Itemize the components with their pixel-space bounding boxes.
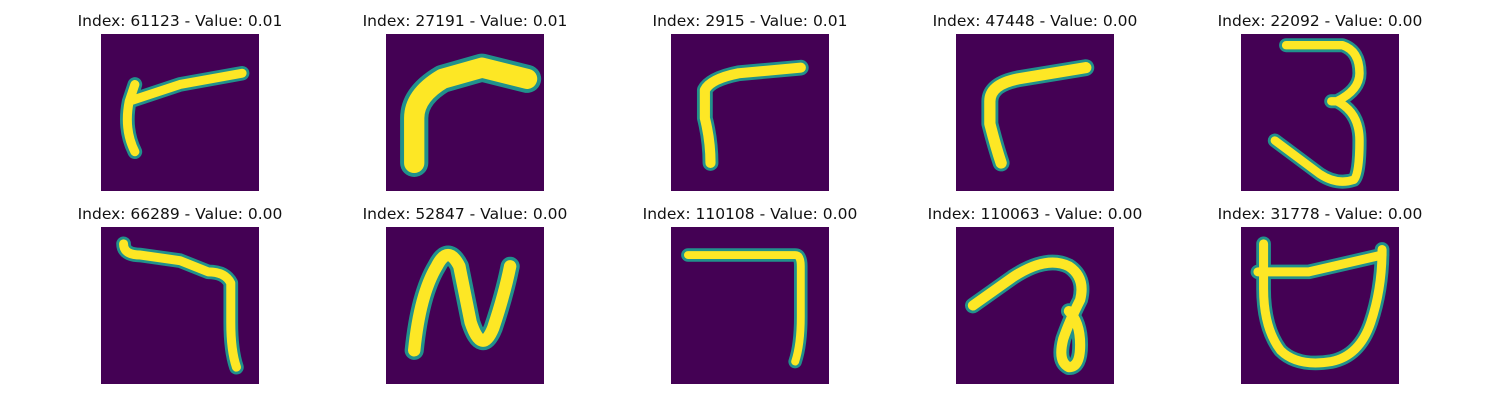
- panel-110108: Index: 110108 - Value: 0.00: [640, 204, 860, 384]
- panel-22092: Index: 22092 - Value: 0.00: [1210, 11, 1430, 191]
- panel-title: Index: 2915 - Value: 0.01: [652, 12, 848, 30]
- digit-image: [386, 34, 544, 191]
- panel-title: Index: 61123 - Value: 0.01: [77, 12, 283, 30]
- panel-title: Index: 22092 - Value: 0.00: [1217, 12, 1423, 30]
- digit-image: [1241, 34, 1399, 191]
- panel-47448: Index: 47448 - Value: 0.00: [925, 11, 1145, 191]
- panel-2915: Index: 2915 - Value: 0.01: [640, 11, 860, 191]
- digit-image: [101, 34, 259, 191]
- panel-title: Index: 110063 - Value: 0.00: [927, 205, 1143, 223]
- panel-52847: Index: 52847 - Value: 0.00: [355, 204, 575, 384]
- panel-61123: Index: 61123 - Value: 0.01: [70, 11, 290, 191]
- panel-title: Index: 47448 - Value: 0.00: [932, 12, 1138, 30]
- panel-66289: Index: 66289 - Value: 0.00: [70, 204, 290, 384]
- panel-31778: Index: 31778 - Value: 0.00: [1210, 204, 1430, 384]
- digit-image: [956, 227, 1114, 384]
- digit-image: [386, 227, 544, 384]
- panel-title: Index: 27191 - Value: 0.01: [362, 12, 568, 30]
- digit-image: [1241, 227, 1399, 384]
- panel-title: Index: 66289 - Value: 0.00: [77, 205, 283, 223]
- digit-image: [671, 34, 829, 191]
- panel-110063: Index: 110063 - Value: 0.00: [925, 204, 1145, 384]
- panel-title: Index: 52847 - Value: 0.00: [362, 205, 568, 223]
- panel-title: Index: 31778 - Value: 0.00: [1217, 205, 1423, 223]
- panel-title: Index: 110108 - Value: 0.00: [642, 205, 858, 223]
- panel-27191: Index: 27191 - Value: 0.01: [355, 11, 575, 191]
- digit-image: [956, 34, 1114, 191]
- digit-image: [671, 227, 829, 384]
- digit-image: [101, 227, 259, 384]
